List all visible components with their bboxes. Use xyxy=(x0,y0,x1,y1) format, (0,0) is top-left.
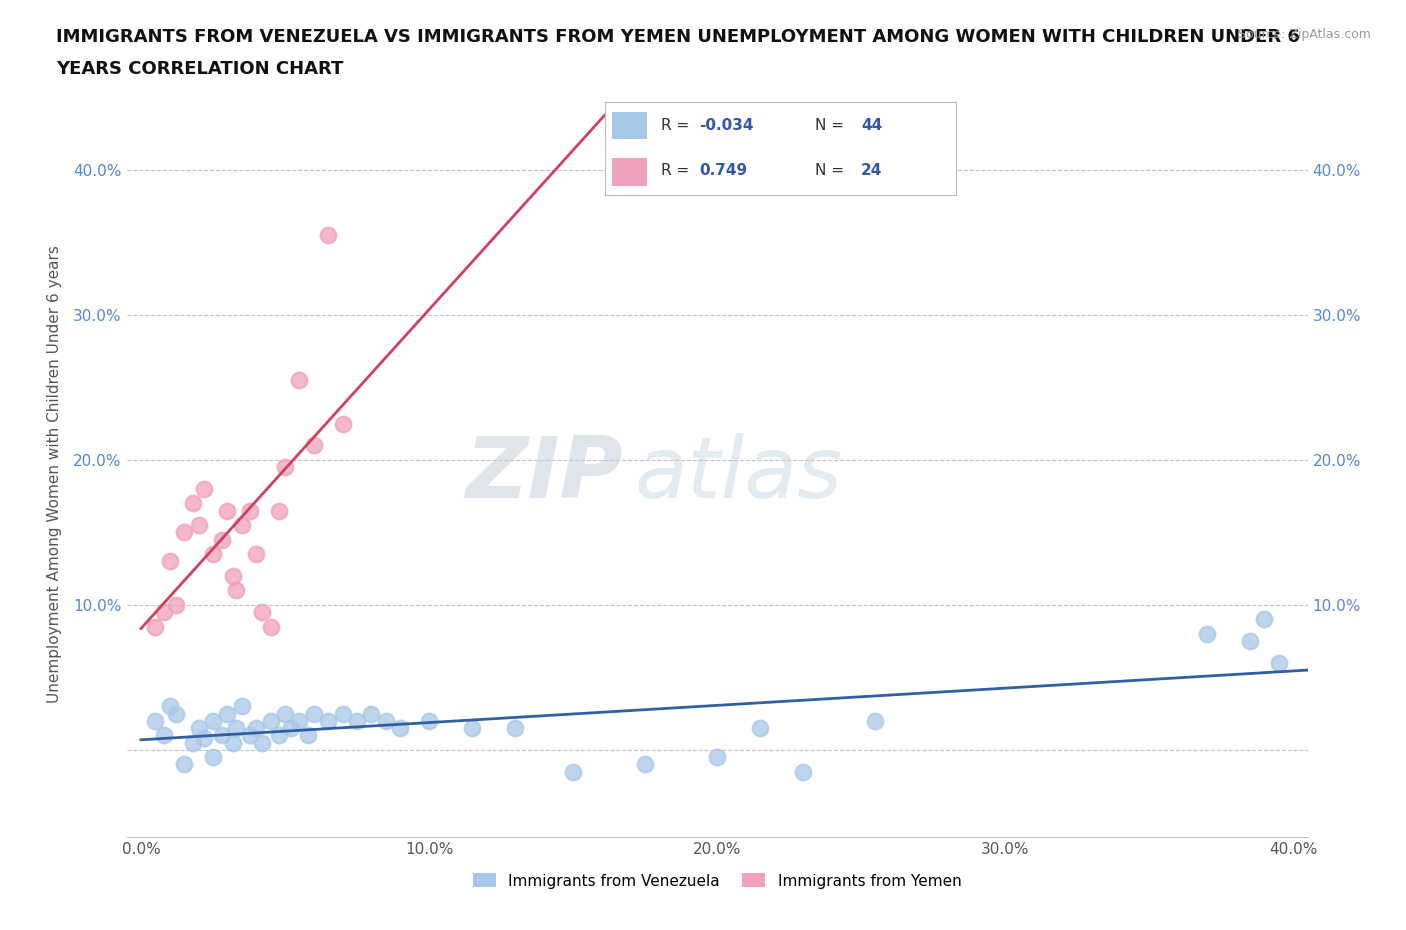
Point xyxy=(274,459,297,474)
Point xyxy=(389,721,412,736)
Point xyxy=(250,736,273,751)
Point xyxy=(418,713,440,728)
Point xyxy=(153,604,176,619)
Point xyxy=(153,728,176,743)
Point xyxy=(269,728,291,743)
Point xyxy=(706,750,728,764)
Text: -0.034: -0.034 xyxy=(700,118,754,133)
Point xyxy=(1239,633,1261,648)
Text: IMMIGRANTS FROM VENEZUELA VS IMMIGRANTS FROM YEMEN UNEMPLOYMENT AMONG WOMEN WITH: IMMIGRANTS FROM VENEZUELA VS IMMIGRANTS … xyxy=(56,28,1301,46)
Point xyxy=(749,721,772,736)
Point xyxy=(225,721,247,736)
Point xyxy=(297,728,319,743)
Point xyxy=(245,547,267,562)
Point xyxy=(259,713,281,728)
Point xyxy=(181,736,204,751)
Point xyxy=(143,619,166,634)
Point xyxy=(332,416,354,431)
Text: atlas: atlas xyxy=(634,432,842,516)
Point xyxy=(280,721,302,736)
Point xyxy=(173,757,195,772)
Point xyxy=(288,713,311,728)
Point xyxy=(792,764,814,779)
Point xyxy=(274,706,297,721)
Point xyxy=(201,547,224,562)
Point xyxy=(374,713,396,728)
Point xyxy=(187,518,209,533)
Point xyxy=(1195,627,1218,642)
Point xyxy=(217,706,239,721)
Point xyxy=(211,728,233,743)
Point xyxy=(239,503,262,518)
Point xyxy=(332,706,354,721)
Text: R =: R = xyxy=(661,163,695,178)
Text: ZIP: ZIP xyxy=(465,432,623,516)
Point xyxy=(222,568,245,583)
Point xyxy=(165,597,187,612)
Point xyxy=(143,713,166,728)
Point xyxy=(259,619,281,634)
Point xyxy=(165,706,187,721)
Point xyxy=(1268,656,1291,671)
Bar xyxy=(612,158,647,186)
Legend: Immigrants from Venezuela, Immigrants from Yemen: Immigrants from Venezuela, Immigrants fr… xyxy=(467,868,967,895)
Point xyxy=(231,699,253,714)
Point xyxy=(201,713,224,728)
Bar xyxy=(612,112,647,140)
Point xyxy=(634,757,657,772)
Text: N =: N = xyxy=(815,118,849,133)
Text: YEARS CORRELATION CHART: YEARS CORRELATION CHART xyxy=(56,60,343,78)
Point xyxy=(245,721,267,736)
Point xyxy=(302,706,325,721)
Point xyxy=(1253,612,1275,627)
Point xyxy=(181,496,204,511)
Point xyxy=(193,482,215,497)
Point xyxy=(346,713,368,728)
Point xyxy=(302,438,325,453)
Point xyxy=(865,713,887,728)
Text: Source: ZipAtlas.com: Source: ZipAtlas.com xyxy=(1237,28,1371,41)
Point xyxy=(461,721,484,736)
Text: 24: 24 xyxy=(860,163,883,178)
Point xyxy=(211,532,233,547)
Text: 44: 44 xyxy=(860,118,883,133)
Point xyxy=(316,713,339,728)
Point xyxy=(562,764,585,779)
Y-axis label: Unemployment Among Women with Children Under 6 years: Unemployment Among Women with Children U… xyxy=(46,246,62,703)
Point xyxy=(217,503,239,518)
Point xyxy=(159,699,181,714)
Text: N =: N = xyxy=(815,163,849,178)
Point xyxy=(360,706,382,721)
Point xyxy=(193,731,215,746)
Point xyxy=(269,503,291,518)
Point xyxy=(231,518,253,533)
Point xyxy=(159,554,181,569)
Point xyxy=(201,750,224,764)
Point xyxy=(222,736,245,751)
Point xyxy=(288,373,311,388)
Point xyxy=(173,525,195,539)
Point xyxy=(250,604,273,619)
Point xyxy=(187,721,209,736)
Point xyxy=(316,228,339,243)
Text: R =: R = xyxy=(661,118,695,133)
Point xyxy=(225,583,247,598)
Point xyxy=(239,728,262,743)
Point xyxy=(505,721,527,736)
Text: 0.749: 0.749 xyxy=(700,163,748,178)
